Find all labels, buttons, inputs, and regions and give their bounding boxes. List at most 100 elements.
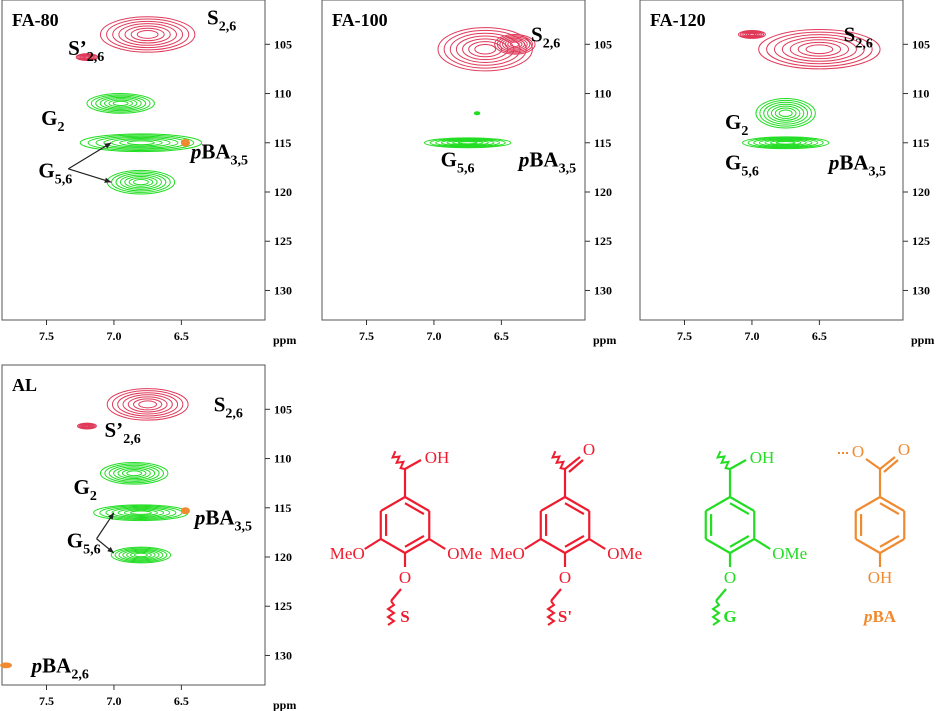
- structure-label-text: G: [723, 607, 736, 626]
- contour: [758, 138, 813, 147]
- contour: [494, 33, 536, 55]
- contour: [778, 109, 793, 117]
- panel-title: FA-100: [332, 10, 388, 30]
- arrow-head: [104, 177, 112, 183]
- y-tick-label: 120: [274, 550, 292, 564]
- y-tick-label: 125: [274, 234, 292, 248]
- contour: [184, 509, 187, 512]
- plot-frame: [321, 0, 586, 321]
- contour: [105, 506, 177, 520]
- wavy-bond: [550, 450, 566, 470]
- carbonyl-label: O: [583, 440, 595, 459]
- x-axis-label: ppm: [273, 333, 296, 347]
- contour: [773, 34, 865, 65]
- contour: [126, 550, 156, 560]
- annotation: S2,6: [531, 22, 560, 51]
- y-tick-label: 130: [912, 283, 930, 297]
- annotation: pBA3,5: [517, 148, 576, 177]
- wavy-bond: [390, 450, 406, 470]
- contour: [119, 174, 162, 190]
- annotation-text: BA: [205, 506, 235, 530]
- annotation-sub: 3,5: [231, 154, 249, 169]
- x-tick-label: 6.5: [812, 329, 827, 343]
- annotation-text: BA: [839, 150, 869, 174]
- contour: [499, 36, 531, 53]
- x-axis-label: ppm: [273, 698, 296, 711]
- contour: [99, 96, 142, 110]
- ring-bond: [540, 538, 566, 554]
- bond: [364, 538, 382, 550]
- y-tick-label: 130: [274, 648, 292, 662]
- contour: [743, 31, 761, 38]
- contour: [122, 394, 173, 415]
- contour: [759, 99, 812, 127]
- panel-title: FA-80: [12, 10, 59, 30]
- bond: [753, 538, 771, 550]
- contour: [797, 41, 842, 57]
- structure-label-text: S': [558, 607, 572, 626]
- y-tick-label: 115: [274, 501, 291, 515]
- ring-bond: [855, 496, 881, 512]
- contour: [496, 35, 533, 54]
- structure-label: S: [400, 607, 409, 626]
- ring-double-bond: [404, 534, 425, 548]
- wavy-bond: [546, 600, 556, 626]
- annotation-italic: p: [517, 148, 530, 172]
- annotation-text: G: [38, 158, 54, 182]
- methoxy-label: MeO: [490, 544, 525, 563]
- contour: [502, 37, 528, 51]
- x-tick-label: 7.0: [106, 694, 121, 708]
- annotation-sub: 3,5: [235, 520, 253, 535]
- annotation-text: S’: [68, 36, 87, 60]
- contour: [474, 43, 497, 55]
- annotation: G5,6: [67, 528, 101, 557]
- contour: [789, 39, 850, 60]
- bond: [865, 458, 881, 470]
- methoxy-label: OMe: [447, 544, 482, 563]
- annotation-sub: 5,6: [457, 162, 475, 177]
- annotation-text: S’: [105, 418, 124, 442]
- contour: [118, 23, 177, 46]
- contour: [87, 134, 195, 151]
- contour: [138, 400, 158, 409]
- contour: [457, 141, 478, 145]
- x-tick-label: 7.5: [39, 329, 54, 343]
- y-tick-label: 130: [274, 283, 292, 297]
- annotation-text: G: [441, 148, 457, 172]
- annotation-sub: 2,6: [855, 36, 873, 51]
- contour: [748, 33, 756, 36]
- bond: [715, 588, 727, 602]
- contour: [108, 99, 133, 108]
- arrow: [67, 142, 112, 170]
- contour: [90, 94, 151, 113]
- contour: [127, 140, 155, 146]
- methoxy-label: MeO: [330, 544, 365, 563]
- contour: [112, 20, 184, 49]
- x-tick-label: 7.0: [426, 329, 441, 343]
- contour: [84, 424, 90, 428]
- contour: [99, 16, 196, 53]
- ring-bond: [380, 538, 406, 554]
- contour: [468, 41, 503, 58]
- ring-bond: [404, 496, 430, 512]
- contour: [123, 509, 158, 516]
- x-axis-label: ppm: [593, 333, 616, 347]
- annotation: G2: [725, 110, 748, 139]
- contour: [775, 140, 796, 145]
- contour: [128, 177, 154, 187]
- contour: [111, 138, 171, 148]
- bond: [404, 459, 422, 470]
- y-tick-label: 115: [274, 136, 291, 150]
- contour: [766, 31, 873, 67]
- structure-label-text: S: [400, 607, 409, 626]
- annotation-text: BA: [201, 140, 231, 164]
- bond: [524, 538, 542, 550]
- panel-title: FA-120: [650, 10, 706, 30]
- methoxy-label: OMe: [607, 544, 642, 563]
- annotation: G5,6: [725, 150, 759, 179]
- contour: [121, 469, 147, 478]
- contour: [440, 139, 495, 147]
- contour: [106, 18, 190, 51]
- contour: [79, 133, 203, 153]
- contour: [117, 467, 151, 480]
